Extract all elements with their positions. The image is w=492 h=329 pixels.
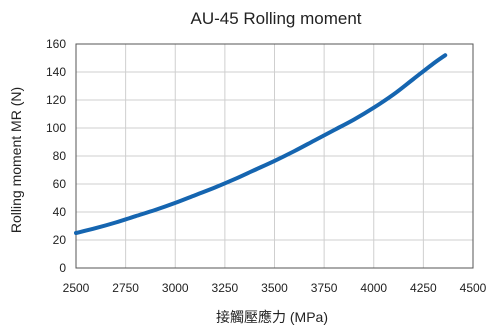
y-tick-label: 0	[59, 261, 66, 275]
y-tick-label: 60	[53, 177, 67, 191]
x-tick-label: 3500	[261, 281, 288, 295]
series-line-rolling-moment	[74, 53, 448, 235]
chart-title: AU-45 Rolling moment	[190, 9, 361, 28]
x-tick-labels: 2500 2750 3000 3250 3500 3750 4000 4250 4500	[63, 281, 487, 295]
series-layer	[74, 53, 448, 235]
x-tick-label: 3000	[162, 281, 189, 295]
y-tick-label: 120	[46, 93, 66, 107]
plot-frame	[75, 43, 474, 269]
x-axis-label: 接觸壓應力 (MPa)	[216, 309, 328, 325]
x-tick-label: 2750	[112, 281, 139, 295]
y-tick-label: 160	[46, 37, 66, 51]
x-tick-label: 4250	[410, 281, 437, 295]
y-tick-label: 80	[53, 149, 67, 163]
x-tick-label: 3250	[212, 281, 239, 295]
y-axis-label: Rolling moment MR (N)	[8, 87, 24, 233]
y-tick-labels: 0 20 40 60 80 100 120 140 160	[46, 37, 66, 275]
y-tick-label: 100	[46, 121, 66, 135]
x-tick-label: 4500	[460, 281, 487, 295]
x-tick-label: 2500	[63, 281, 90, 295]
y-tick-label: 140	[46, 65, 66, 79]
y-tick-label: 40	[53, 205, 67, 219]
x-tick-label: 3750	[311, 281, 338, 295]
x-tick-label: 4000	[360, 281, 387, 295]
y-tick-label: 20	[53, 233, 67, 247]
